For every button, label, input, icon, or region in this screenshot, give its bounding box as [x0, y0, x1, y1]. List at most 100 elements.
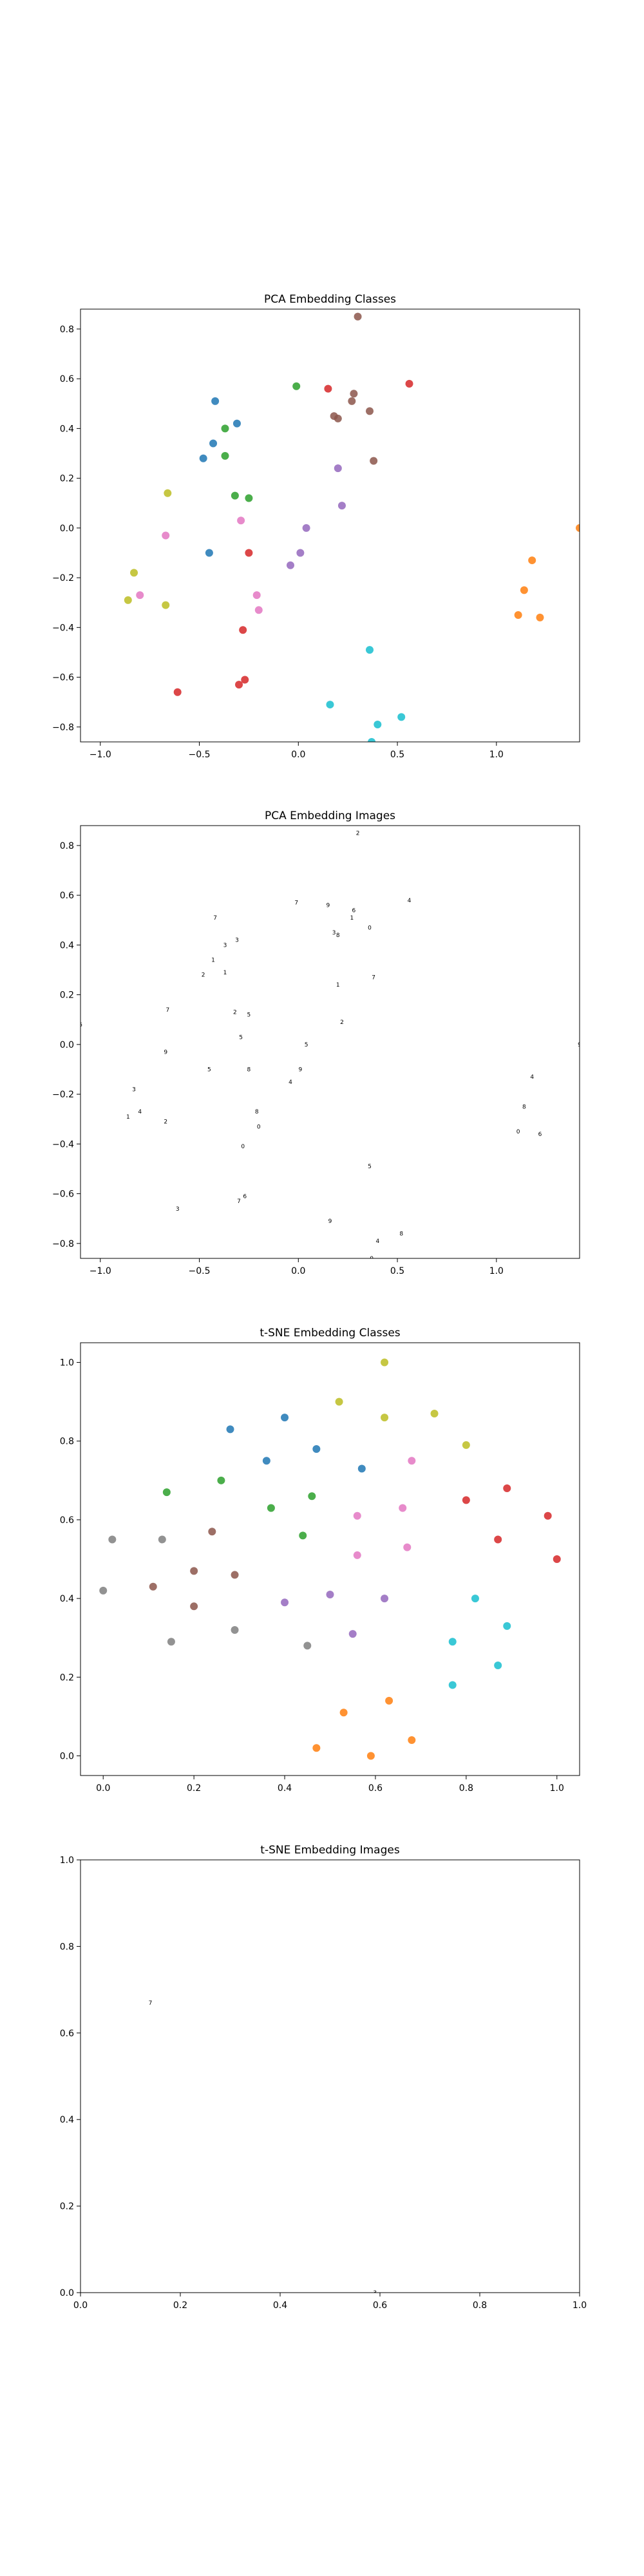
- data-point: [370, 743, 377, 751]
- data-point: [308, 1492, 316, 1501]
- y-tick-label: 0.2: [60, 1672, 74, 1683]
- y-tick-label: 0.4: [60, 940, 74, 951]
- data-point: [286, 561, 294, 569]
- data-point: [190, 1602, 198, 1611]
- digit-image-marker: 9: [299, 1066, 303, 1073]
- data-point: [370, 457, 378, 465]
- x-tick-label: 0.8: [473, 2300, 487, 2311]
- digit-image-marker: 8: [399, 1231, 403, 1237]
- y-tick-label: −0.4: [52, 1139, 74, 1150]
- digit-image-marker: 6: [372, 1261, 375, 1267]
- y-tick-label: 0.0: [60, 524, 74, 534]
- y-tick-label: 0.6: [60, 374, 74, 384]
- data-point: [408, 1736, 416, 1745]
- data-point: [190, 1567, 198, 1575]
- digit-image-marker: 3: [332, 930, 336, 936]
- x-tick-label: 1.0: [489, 1266, 504, 1276]
- x-tick-label: 0.5: [390, 1266, 404, 1276]
- digit-image-marker: 9: [164, 1049, 167, 1056]
- data-point: [337, 502, 346, 510]
- data-point: [281, 1414, 289, 1422]
- data-point: [462, 1496, 470, 1504]
- y-tick-label: −0.2: [52, 573, 74, 583]
- data-point: [405, 379, 413, 388]
- data-point: [217, 1476, 225, 1484]
- y-tick-label: 0.4: [60, 1594, 74, 1604]
- data-point: [241, 676, 249, 684]
- data-layer: [124, 312, 580, 751]
- data-point: [302, 524, 310, 532]
- x-tick-label: 0.4: [273, 2300, 287, 2311]
- data-point: [167, 1638, 175, 1646]
- data-point: [368, 738, 376, 742]
- x-tick-label: 0.0: [96, 1783, 110, 1794]
- x-tick-label: 0.0: [291, 750, 305, 760]
- data-point: [353, 1551, 361, 1559]
- digit-image-marker: 4: [138, 1109, 142, 1115]
- digit-image-marker: 2: [202, 972, 205, 979]
- digit-image-marker: 8: [336, 933, 340, 939]
- data-point: [350, 390, 358, 398]
- digit-image-marker: 6: [79, 1022, 82, 1028]
- x-tick-label: 1.0: [550, 1783, 564, 1794]
- y-tick-label: 0.4: [60, 2115, 74, 2125]
- digit-image-marker: 6: [243, 1193, 247, 1200]
- data-point: [326, 1590, 334, 1598]
- x-tick-label: −1.0: [90, 1266, 111, 1276]
- y-tick-label: −0.2: [52, 1090, 74, 1100]
- axes-frame: [80, 308, 580, 743]
- data-point: [494, 1661, 502, 1669]
- data-point: [296, 549, 305, 557]
- data-point: [162, 531, 170, 540]
- data-point: [164, 489, 172, 497]
- data-point: [245, 494, 253, 502]
- digit-image-marker: 0: [516, 1129, 520, 1135]
- digit-image-marker: 2: [233, 1010, 237, 1016]
- digit-image-marker: 5: [368, 1164, 372, 1170]
- y-tick-label: 1.0: [60, 1855, 74, 1866]
- data-point: [374, 720, 382, 728]
- y-tick-label: 1.0: [60, 1358, 74, 1368]
- digit-image-marker: 1: [336, 982, 340, 989]
- digit-image-marker: 9: [328, 1218, 332, 1225]
- y-tick-label: −0.8: [52, 723, 74, 733]
- digit-image-marker: 1: [126, 1114, 130, 1121]
- data-point: [366, 407, 374, 415]
- digit-image-marker: 8: [247, 1066, 251, 1073]
- digit-image-marker: 0: [257, 1124, 261, 1130]
- data-point: [108, 1535, 117, 1544]
- data-point: [381, 1595, 389, 1603]
- data-point: [303, 1642, 312, 1650]
- y-tick-label: 0.4: [60, 424, 74, 434]
- data-point: [209, 439, 218, 448]
- digit-image-marker: 7: [213, 915, 217, 922]
- digit-image-marker: 4: [530, 1074, 534, 1081]
- digit-image-marker: 6: [538, 1132, 542, 1138]
- data-point: [221, 424, 229, 433]
- data-point: [366, 646, 374, 654]
- digit-image-marker: 4: [408, 898, 412, 904]
- x-tick-label: −1.0: [90, 750, 111, 760]
- data-point: [399, 1504, 407, 1512]
- y-tick-label: 0.8: [60, 325, 74, 335]
- y-tick-label: 0.8: [60, 1942, 74, 1952]
- data-point: [357, 1464, 366, 1473]
- digit-image-marker: 9: [578, 1042, 582, 1048]
- data-point: [312, 1744, 321, 1752]
- data-point: [149, 1582, 157, 1591]
- axes-frame: [80, 1342, 580, 1776]
- data-point: [237, 516, 245, 525]
- data-point: [503, 1622, 511, 1630]
- digit-image-marker: 0: [370, 1256, 374, 1262]
- y-tick-label: 0.8: [60, 841, 74, 851]
- chart-title: PCA Embedding Classes: [264, 293, 396, 306]
- x-tick-label: 0.5: [390, 750, 404, 760]
- data-point: [544, 1511, 552, 1520]
- digit-image-marker: 7: [294, 900, 298, 907]
- data-point: [381, 1414, 389, 1422]
- x-tick-label: 0.6: [368, 1783, 383, 1794]
- y-tick-label: 0.0: [60, 1751, 74, 1761]
- digit-image-marker: 3: [176, 1206, 180, 1213]
- digit-image-marker: 8: [255, 1109, 259, 1115]
